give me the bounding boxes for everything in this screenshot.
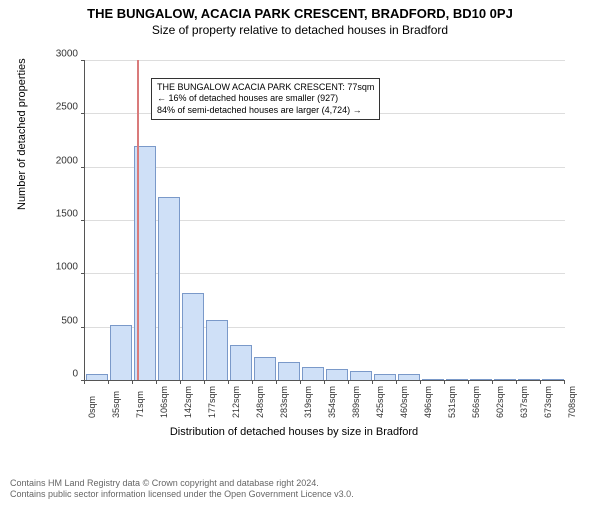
chart-container: Number of detached properties THE BUNGAL… <box>54 50 574 420</box>
xtick-mark <box>300 380 301 384</box>
xtick-mark <box>540 380 541 384</box>
histogram-bar <box>518 379 541 380</box>
ytick-mark <box>81 327 85 328</box>
histogram-bar <box>422 379 445 380</box>
xtick-mark <box>204 380 205 384</box>
x-axis-label: Distribution of detached houses by size … <box>54 426 534 438</box>
ytick-label: 2000 <box>38 155 78 166</box>
histogram-bar <box>470 379 493 380</box>
xtick-label: 248sqm <box>255 386 265 418</box>
ytick-mark <box>81 273 85 274</box>
page-title-line1: THE BUNGALOW, ACACIA PARK CRESCENT, BRAD… <box>0 6 600 21</box>
page-title-line2: Size of property relative to detached ho… <box>0 23 600 37</box>
xtick-label: 212sqm <box>231 386 241 418</box>
plot-area: THE BUNGALOW ACACIA PARK CRESCENT: 77sqm… <box>84 60 565 381</box>
histogram-bar <box>254 357 277 380</box>
annotation-line: ← 16% of detached houses are smaller (92… <box>157 93 374 104</box>
xtick-mark <box>324 380 325 384</box>
ytick-label: 1000 <box>38 262 78 273</box>
histogram-bar <box>182 293 205 380</box>
ytick-mark <box>81 167 85 168</box>
xtick-label: 673sqm <box>543 386 553 418</box>
ytick-label: 1500 <box>38 209 78 220</box>
histogram-bar <box>374 374 397 380</box>
histogram-bar <box>302 367 325 380</box>
xtick-mark <box>108 380 109 384</box>
histogram-bar <box>494 379 517 380</box>
xtick-label: 566sqm <box>471 386 481 418</box>
xtick-label: 177sqm <box>207 386 217 418</box>
xtick-mark <box>516 380 517 384</box>
histogram-bar <box>86 374 109 380</box>
ytick-label: 3000 <box>38 49 78 60</box>
property-marker-line <box>137 60 139 380</box>
histogram-bar <box>158 197 181 380</box>
gridline <box>85 60 565 61</box>
xtick-label: 35sqm <box>111 391 121 418</box>
xtick-mark <box>420 380 421 384</box>
xtick-label: 460sqm <box>399 386 409 418</box>
xtick-label: 0sqm <box>87 396 97 418</box>
xtick-mark <box>276 380 277 384</box>
y-axis-label: Number of detached properties <box>16 58 28 210</box>
xtick-label: 425sqm <box>375 386 385 418</box>
xtick-mark <box>372 380 373 384</box>
xtick-label: 602sqm <box>495 386 505 418</box>
histogram-bar <box>230 345 253 380</box>
xtick-label: 531sqm <box>447 386 457 418</box>
histogram-bar <box>278 362 301 380</box>
xtick-label: 106sqm <box>159 386 169 418</box>
ytick-mark <box>81 60 85 61</box>
xtick-mark <box>396 380 397 384</box>
ytick-label: 0 <box>38 369 78 380</box>
xtick-mark <box>84 380 85 384</box>
histogram-bar <box>446 379 469 380</box>
xtick-mark <box>228 380 229 384</box>
xtick-mark <box>492 380 493 384</box>
xtick-mark <box>132 380 133 384</box>
ytick-label: 500 <box>38 315 78 326</box>
xtick-label: 354sqm <box>327 386 337 418</box>
histogram-bar <box>398 374 421 380</box>
xtick-label: 319sqm <box>303 386 313 418</box>
gridline <box>85 167 565 168</box>
ytick-mark <box>81 113 85 114</box>
footer-line1: Contains HM Land Registry data © Crown c… <box>10 478 354 489</box>
histogram-bar <box>206 320 229 380</box>
xtick-label: 496sqm <box>423 386 433 418</box>
xtick-mark <box>252 380 253 384</box>
xtick-label: 142sqm <box>183 386 193 418</box>
footer-line2: Contains public sector information licen… <box>10 489 354 500</box>
ytick-label: 2500 <box>38 102 78 113</box>
xtick-label: 708sqm <box>567 386 577 418</box>
ytick-mark <box>81 220 85 221</box>
footer-attribution: Contains HM Land Registry data © Crown c… <box>10 478 354 500</box>
xtick-label: 389sqm <box>351 386 361 418</box>
histogram-bar <box>350 371 373 380</box>
xtick-mark <box>444 380 445 384</box>
annotation-line: THE BUNGALOW ACACIA PARK CRESCENT: 77sqm <box>157 82 374 93</box>
xtick-mark <box>180 380 181 384</box>
histogram-bar <box>542 379 565 380</box>
xtick-label: 71sqm <box>135 391 145 418</box>
histogram-bar <box>326 369 349 380</box>
histogram-bar <box>110 325 133 380</box>
xtick-mark <box>564 380 565 384</box>
annotation-box: THE BUNGALOW ACACIA PARK CRESCENT: 77sqm… <box>151 78 380 120</box>
xtick-label: 283sqm <box>279 386 289 418</box>
xtick-mark <box>468 380 469 384</box>
xtick-mark <box>348 380 349 384</box>
xtick-label: 637sqm <box>519 386 529 418</box>
xtick-mark <box>156 380 157 384</box>
annotation-line: 84% of semi-detached houses are larger (… <box>157 105 374 116</box>
